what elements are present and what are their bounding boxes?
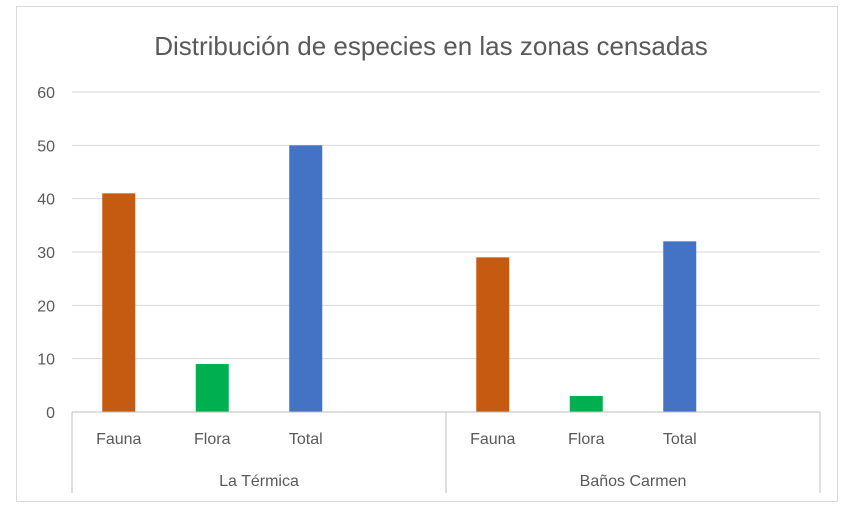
y-tick-label: 40 [37, 192, 55, 209]
category-label: Flora [568, 431, 605, 448]
category-label: Total [289, 431, 323, 448]
category-label: Flora [194, 431, 231, 448]
bar-total [289, 145, 323, 413]
x-axis: Fauna Flora Total La Térmica Fauna Flora Total… [71, 411, 821, 493]
category-label: Fauna [96, 431, 141, 448]
bar-fauna [102, 193, 136, 412]
y-tick-label: 30 [37, 245, 55, 262]
bar-flora [195, 364, 229, 412]
bar-flora [569, 396, 603, 412]
chart-area [16, 6, 838, 502]
bar-total [663, 241, 697, 412]
y-tick-label: 60 [37, 85, 55, 102]
y-tick-label: 50 [37, 138, 55, 155]
y-tick-label: 0 [46, 405, 55, 422]
group-label: La Térmica [219, 473, 299, 490]
category-label: Fauna [470, 431, 515, 448]
category-label: Total [663, 431, 697, 448]
y-axis-ticks: 0 10 20 30 40 50 60 [37, 85, 55, 422]
bar-fauna [476, 257, 510, 412]
y-tick-label: 10 [37, 352, 55, 369]
gridlines [72, 91, 820, 360]
y-tick-label: 20 [37, 298, 55, 315]
group-label: Baños Carmen [580, 473, 687, 490]
chart-title: Distribución de especies en las zonas ce… [154, 31, 708, 61]
bars [102, 145, 697, 413]
